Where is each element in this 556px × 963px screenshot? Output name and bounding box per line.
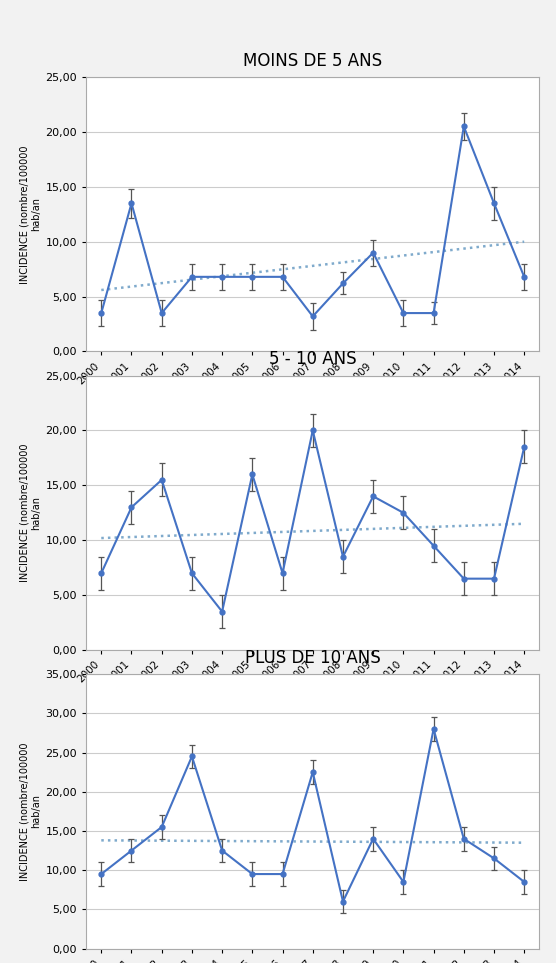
Y-axis label: INCIDENCE (nombre/100000
hab/an: INCIDENCE (nombre/100000 hab/an xyxy=(20,444,41,582)
X-axis label: ANNEE: ANNEE xyxy=(291,393,334,406)
Title: PLUS DE 10 ANS: PLUS DE 10 ANS xyxy=(245,649,381,667)
Y-axis label: INCIDENCE (nombre/100000
hab/an: INCIDENCE (nombre/100000 hab/an xyxy=(20,742,41,880)
Title: 5 - 10 ANS: 5 - 10 ANS xyxy=(269,351,356,369)
X-axis label: ANNEE: ANNEE xyxy=(291,691,334,705)
Title: MOINS DE 5 ANS: MOINS DE 5 ANS xyxy=(243,52,383,70)
Y-axis label: INCIDENCE (nombre/100000
hab/an: INCIDENCE (nombre/100000 hab/an xyxy=(20,145,41,283)
